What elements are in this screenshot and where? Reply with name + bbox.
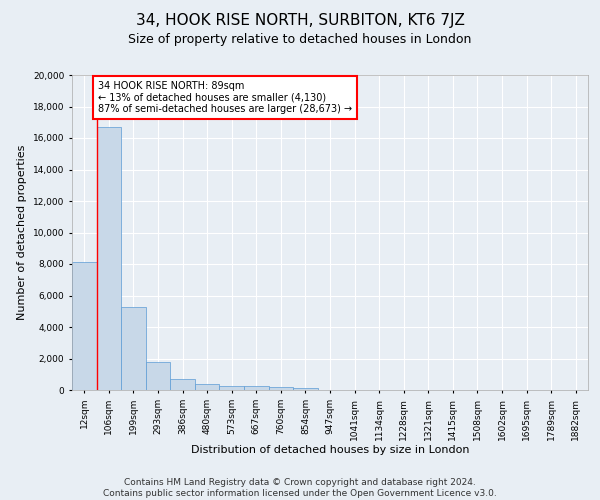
Y-axis label: Number of detached properties: Number of detached properties: [17, 145, 28, 320]
Bar: [269, 387, 293, 390]
Bar: [293, 388, 318, 390]
Text: Size of property relative to detached houses in London: Size of property relative to detached ho…: [128, 32, 472, 46]
Bar: [170, 379, 195, 390]
Bar: [195, 384, 220, 390]
Bar: [72, 262, 97, 390]
X-axis label: Distribution of detached houses by size in London: Distribution of detached houses by size …: [191, 446, 469, 456]
Bar: [97, 127, 121, 390]
Bar: [146, 362, 170, 390]
Text: Contains HM Land Registry data © Crown copyright and database right 2024.
Contai: Contains HM Land Registry data © Crown c…: [103, 478, 497, 498]
Bar: [220, 386, 244, 390]
Bar: [121, 306, 146, 390]
Text: 34 HOOK RISE NORTH: 89sqm
← 13% of detached houses are smaller (4,130)
87% of se: 34 HOOK RISE NORTH: 89sqm ← 13% of detac…: [98, 82, 352, 114]
Bar: [244, 386, 269, 390]
Text: 34, HOOK RISE NORTH, SURBITON, KT6 7JZ: 34, HOOK RISE NORTH, SURBITON, KT6 7JZ: [136, 12, 464, 28]
